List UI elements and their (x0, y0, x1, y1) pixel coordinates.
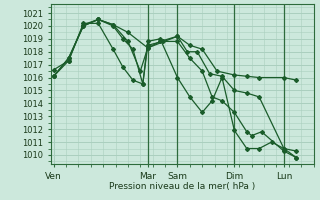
X-axis label: Pression niveau de la mer( hPa ): Pression niveau de la mer( hPa ) (109, 182, 256, 191)
